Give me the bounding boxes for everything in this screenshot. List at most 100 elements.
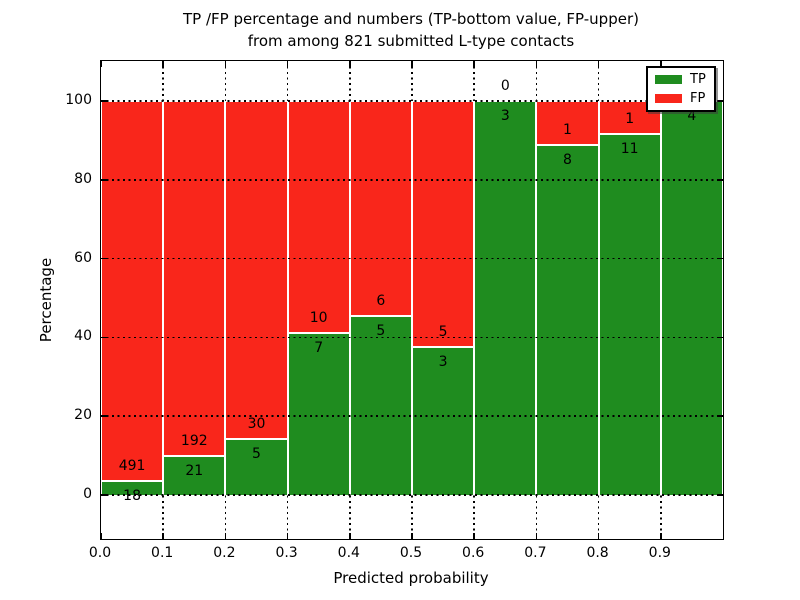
x-tick-mark: [224, 533, 227, 539]
y-tick-mark: [101, 336, 107, 339]
x-tick-mark: [349, 533, 351, 539]
fp-count-label: 30: [247, 415, 266, 432]
horizontal-gridline: [101, 415, 723, 417]
legend-entry-fp: FP: [655, 91, 706, 106]
y-tick-mark: [101, 415, 107, 417]
x-tick-mark: [224, 61, 227, 67]
fp-bar-segment: [225, 101, 288, 439]
x-tick-mark: [411, 61, 413, 67]
y-tick-mark: [101, 494, 107, 496]
fp-count-label: 192: [180, 433, 208, 450]
tp-bar-segment: [287, 332, 350, 495]
y-tick-label: 60: [74, 249, 92, 266]
fp-count-label: 10: [309, 309, 328, 326]
fp-count-label: 1: [563, 121, 572, 138]
y-tick-mark: [101, 179, 107, 181]
y-tick-label: 80: [74, 170, 92, 187]
fp-bar-segment: [163, 101, 226, 457]
tp-bar-segment: [349, 315, 412, 495]
horizontal-gridline: [101, 494, 723, 496]
x-tick-mark: [660, 61, 662, 67]
y-tick-mark: [717, 336, 723, 339]
tp-count-label: 7: [314, 339, 324, 356]
x-tick-mark: [286, 533, 289, 539]
fp-count-label: 0: [500, 78, 510, 95]
y-tick-label: 40: [74, 328, 92, 345]
x-tick-label: 0.6: [462, 545, 485, 561]
fp-legend-swatch-icon: [655, 94, 682, 103]
x-tick-label: 0.2: [213, 545, 236, 561]
fp-count-label: 5: [438, 324, 448, 341]
y-tick-mark: [101, 100, 107, 102]
chart-title-line-1: TP /FP percentage and numbers (TP-bottom…: [183, 10, 639, 28]
tp-count-label: 5: [376, 322, 386, 339]
fp-count-label: 6: [376, 292, 386, 309]
fp-count-label: 1: [625, 110, 635, 127]
chart-title-line-2: from among 821 submitted L-type contacts: [247, 32, 575, 50]
x-tick-mark: [473, 533, 475, 539]
x-tick-mark: [535, 533, 538, 539]
y-tick-mark: [717, 494, 723, 496]
y-tick-mark: [717, 257, 723, 260]
tp-bar-segment: [598, 133, 661, 495]
y-tick-mark: [717, 179, 723, 181]
tp-count-label: 4: [687, 108, 697, 125]
fp-count-label: 491: [118, 457, 146, 474]
tp-count-label: 21: [185, 463, 204, 480]
x-tick-mark: [597, 533, 600, 539]
tp-count-label: 18: [123, 487, 141, 504]
horizontal-gridline: [101, 100, 723, 102]
x-tick-label: 0.0: [88, 545, 112, 561]
x-tick-mark: [597, 61, 600, 67]
horizontal-gridline: [101, 257, 723, 260]
tp-bar-segment: [225, 438, 288, 495]
legend-label: TP: [690, 72, 706, 87]
tp-count-label: 3: [500, 108, 510, 125]
x-tick-mark: [535, 61, 538, 67]
x-tick-mark: [162, 533, 164, 539]
tp-bar-segment: [536, 144, 599, 495]
x-tick-mark: [660, 533, 662, 539]
x-axis-label: Predicted probability: [333, 569, 489, 587]
tp-legend-swatch-icon: [655, 75, 682, 84]
legend: TP FP: [646, 66, 716, 112]
tp-count-label: 3: [438, 354, 448, 371]
y-tick-label: 20: [74, 407, 92, 424]
x-tick-mark: [349, 61, 351, 67]
horizontal-gridline: [101, 336, 723, 339]
tp-bar-segment: [163, 456, 226, 495]
x-tick-label: 0.4: [337, 545, 360, 561]
x-tick-label: 0.7: [524, 545, 547, 561]
fp-bar-segment: [287, 101, 350, 333]
x-tick-mark: [411, 533, 413, 539]
fp-bar-segment: [536, 101, 599, 145]
y-tick-mark: [717, 415, 723, 417]
y-tick-label: 0: [83, 485, 92, 502]
x-tick-label: 0.8: [586, 545, 609, 561]
legend-entry-tp: TP: [655, 72, 706, 87]
fp-bar-segment: [412, 101, 475, 348]
tp-count-label: 8: [563, 151, 572, 168]
x-tick-label: 0.3: [275, 545, 298, 561]
tp-count-label: 11: [620, 140, 639, 157]
fp-bar-segment: [101, 101, 164, 481]
x-tick-label: 0.9: [648, 545, 671, 561]
legend-label: FP: [690, 91, 706, 106]
tp-bar-segment: [101, 480, 164, 495]
tp-bar-segment: [474, 101, 537, 495]
y-tick-mark: [717, 100, 723, 102]
tp-bar-segment: [660, 101, 723, 495]
x-tick-label: 0.1: [151, 545, 174, 561]
x-tick-mark: [100, 533, 102, 539]
tp-count-label: 5: [252, 445, 261, 462]
y-tick-label: 100: [65, 92, 92, 109]
y-tick-mark: [101, 257, 107, 260]
x-tick-mark: [473, 61, 475, 67]
x-tick-label: 0.5: [399, 545, 423, 561]
x-tick-mark: [100, 61, 102, 67]
horizontal-gridline: [101, 179, 723, 181]
fp-bar-segment: [349, 101, 412, 316]
tp-bar-segment: [412, 347, 475, 495]
